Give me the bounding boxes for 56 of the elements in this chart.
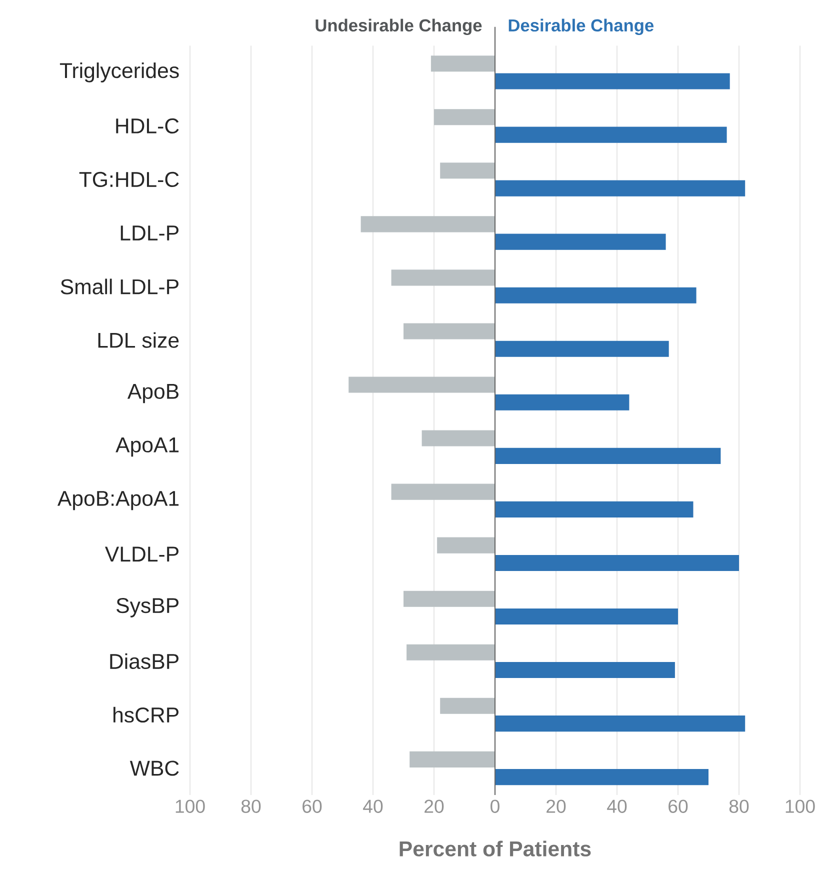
- y-tick-label: ApoB: [127, 384, 178, 404]
- x-tick-label: 20: [546, 800, 566, 813]
- bar: [434, 109, 496, 126]
- bar: [391, 484, 496, 500]
- bar: [404, 590, 496, 607]
- bar: [440, 698, 496, 714]
- y-tick-label: HDL-C: [116, 118, 179, 134]
- bar: [495, 716, 746, 732]
- x-tick-label: 20: [424, 800, 444, 813]
- bar: [391, 270, 496, 286]
- bar: [495, 769, 709, 786]
- bar: [360, 216, 496, 232]
- y-tick-label: ApoA1: [116, 438, 179, 457]
- bar: [495, 394, 630, 410]
- bar: [495, 662, 675, 678]
- bar: [495, 180, 746, 196]
- bar: [495, 340, 669, 357]
- y-tick-label: LDL-P: [120, 226, 178, 240]
- y-tick-label: WBC: [130, 760, 179, 776]
- x-tick-label: 80: [241, 800, 261, 813]
- bar: [440, 162, 496, 179]
- y-tick-label: VLDL-P: [104, 546, 178, 562]
- y-tick-label: hsCRP: [114, 706, 178, 723]
- bar: [422, 430, 496, 446]
- bar: [437, 537, 496, 554]
- y-tick-label: SysBP: [116, 598, 178, 618]
- x-tick-label: 100: [786, 800, 815, 813]
- bar: [495, 554, 739, 572]
- bar: [495, 287, 696, 304]
- bar: [404, 323, 496, 340]
- bar: [348, 376, 496, 393]
- y-tick-label: TG:HDL-C: [79, 172, 179, 188]
- y-tick-label: ApoB:ApoA1: [57, 491, 179, 510]
- x-tick-label: 40: [363, 800, 383, 813]
- bar: [495, 234, 666, 250]
- y-tick-label: Small LDL-P: [60, 278, 178, 294]
- bar: [495, 501, 694, 518]
- x-tick-label: 60: [668, 800, 688, 813]
- bar: [495, 126, 727, 143]
- x-tick-label: 0: [490, 800, 500, 813]
- series-label: Undesirable Change: [316, 18, 482, 36]
- y-tick-label: DiasBP: [110, 653, 178, 670]
- text: Desirable Change: [508, 18, 654, 36]
- y-tick-label: Triglycerides: [60, 62, 179, 82]
- bar: [430, 56, 496, 72]
- bar: [495, 608, 678, 625]
- x-tick-label: 80: [729, 800, 749, 813]
- bar: [495, 73, 730, 90]
- bar: [410, 751, 496, 768]
- x-tick-label: 60: [302, 800, 322, 813]
- bar: [406, 644, 496, 660]
- x-tick-label: 40: [607, 800, 627, 813]
- x-tick-label: 100: [176, 800, 205, 813]
- bar: [495, 448, 721, 464]
- x-axis-title: Percent of Patients: [400, 840, 591, 856]
- y-tick-label: LDL size: [98, 332, 179, 348]
